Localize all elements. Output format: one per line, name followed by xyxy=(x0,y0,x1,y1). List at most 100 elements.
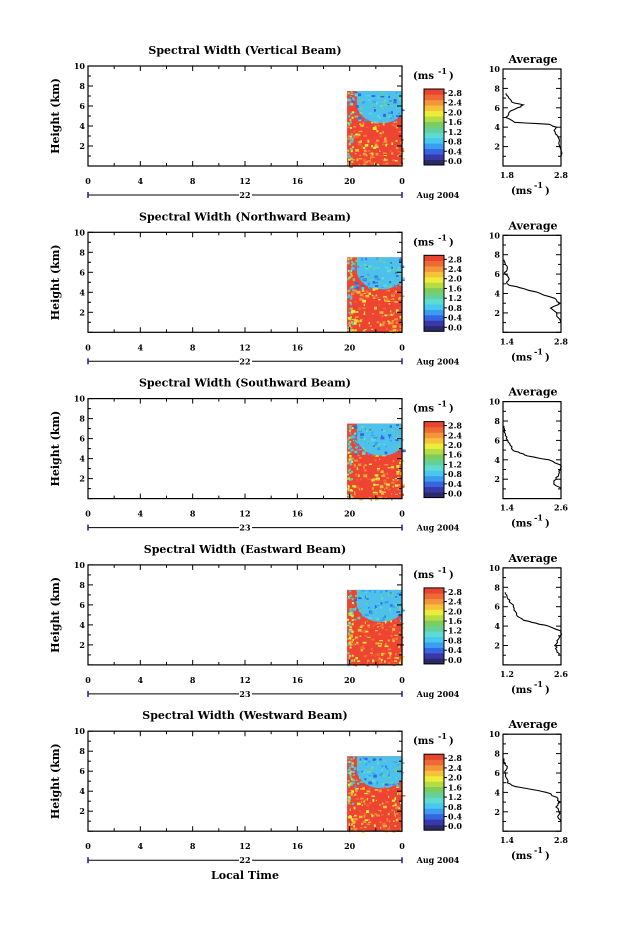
colorbar-tick-label: 1.2 xyxy=(448,626,462,636)
x-tick-label: 0 xyxy=(399,342,405,352)
average-y-tick-label: 2 xyxy=(494,474,500,484)
y-tick-label: 6 xyxy=(79,101,85,111)
colorbar-unit-paren: ) xyxy=(449,237,454,248)
y-axis-label: Height (km) xyxy=(49,743,62,819)
average-y-tick-label: 6 xyxy=(494,768,500,778)
y-tick-label: 4 xyxy=(79,620,85,630)
colorbar: 2.82.42.01.61.20.80.40.0 xyxy=(423,421,462,499)
average-x-tick-label: 1.2 xyxy=(500,669,514,679)
average-unit-exponent: -1 xyxy=(534,513,543,523)
month-year-label: Aug 2004 xyxy=(416,689,460,699)
colorbar-unit-label: (ms xyxy=(413,736,434,747)
colorbar-tick-label: 2.8 xyxy=(448,88,462,98)
colorbar-tick-label: 0.0 xyxy=(448,821,462,831)
x-tick-label: 4 xyxy=(138,675,144,685)
x-axis-label: Local Time xyxy=(211,869,279,882)
y-tick-label: 2 xyxy=(79,806,85,816)
chart-title: Spectral Width (Northward Beam) xyxy=(139,210,351,223)
average-unit-label: (ms xyxy=(511,186,532,197)
panel-2: Spectral Width (Northward Beam) 10 8 6 4 2 Hei… xyxy=(49,210,568,366)
x-tick-label: 0 xyxy=(399,509,405,519)
colorbar-tick-label: 2.4 xyxy=(448,98,462,108)
colorbar-tick-label: 2.8 xyxy=(448,254,462,264)
y-tick-label: 4 xyxy=(79,121,85,131)
average-y-tick-label: 6 xyxy=(494,103,500,113)
colorbar-tick-label: 0.4 xyxy=(448,313,462,323)
y-tick-label: 4 xyxy=(79,786,85,796)
colorbar-tick-label: 1.2 xyxy=(448,792,462,802)
y-tick-label: 10 xyxy=(74,227,86,237)
x-tick-label: 20 xyxy=(344,176,356,186)
average-y-tick-label: 4 xyxy=(494,122,500,132)
colorbar-tick-label: 1.6 xyxy=(448,283,462,293)
month-year-label: Aug 2004 xyxy=(416,523,460,533)
x-tick-label: 4 xyxy=(138,509,144,519)
colorbar-tick-label: 2.4 xyxy=(448,763,462,773)
y-tick-label: 2 xyxy=(79,474,85,484)
heatmap-image xyxy=(347,756,406,834)
colorbar-unit-exponent: -1 xyxy=(438,399,447,409)
colorbar-tick-label: 0.8 xyxy=(448,303,462,313)
average-y-tick-label: 8 xyxy=(494,83,500,93)
average-y-tick-label: 6 xyxy=(494,602,500,612)
colorbar-unit-paren: ) xyxy=(449,404,454,415)
day-label: 22 xyxy=(239,855,250,865)
colorbar-tick-label: 1.6 xyxy=(448,450,462,460)
y-axis-label: Height (km) xyxy=(49,411,62,487)
average-unit-paren: ) xyxy=(545,519,550,530)
colorbar-tick-label: 1.6 xyxy=(448,616,462,626)
colorbar-tick-label: 0.4 xyxy=(448,479,462,489)
x-tick-label: 8 xyxy=(190,675,196,685)
day-label: 23 xyxy=(239,523,251,533)
colorbar-tick-label: 1.2 xyxy=(448,459,462,469)
x-tick-label: 12 xyxy=(239,841,250,851)
x-tick-label: 4 xyxy=(138,342,144,352)
y-axis-label: Height (km) xyxy=(49,244,62,320)
heatmap-image xyxy=(347,423,406,502)
colorbar-unit-label: (ms xyxy=(413,570,434,581)
heatmap-image xyxy=(347,91,405,168)
y-tick-label: 10 xyxy=(74,394,86,404)
colorbar-tick-label: 0.0 xyxy=(448,156,462,166)
x-tick-label: 0 xyxy=(399,675,405,685)
average-unit-label: (ms xyxy=(511,851,532,862)
y-tick-label: 8 xyxy=(79,580,85,590)
colorbar-tick-label: 1.2 xyxy=(448,127,462,137)
x-tick-label: 0 xyxy=(85,675,91,685)
colorbar-tick-label: 2.8 xyxy=(448,421,462,431)
y-tick-label: 2 xyxy=(79,640,85,650)
colorbar-unit-exponent: -1 xyxy=(438,731,447,741)
x-tick-label: 20 xyxy=(344,841,356,851)
y-tick-label: 6 xyxy=(79,434,85,444)
average-profile-line xyxy=(503,425,562,490)
y-tick-label: 8 xyxy=(79,414,85,424)
month-year-label: Aug 2004 xyxy=(416,855,460,865)
x-tick-label: 16 xyxy=(292,841,304,851)
average-frame xyxy=(502,733,562,832)
average-y-tick-label: 2 xyxy=(494,641,500,651)
x-tick-label: 8 xyxy=(190,342,196,352)
colorbar-unit-exponent: -1 xyxy=(438,66,447,76)
x-tick-label: 0 xyxy=(85,342,91,352)
y-tick-label: 10 xyxy=(74,61,86,71)
average-x-tick-label: 1.8 xyxy=(500,170,514,180)
average-unit-exponent: -1 xyxy=(534,180,543,190)
colorbar-tick-label: 0.0 xyxy=(448,322,462,332)
average-y-tick-label: 10 xyxy=(489,563,501,573)
average-y-tick-label: 8 xyxy=(494,749,500,759)
colorbar-tick-label: 0.8 xyxy=(448,802,462,812)
average-frame xyxy=(502,567,562,666)
y-tick-label: 8 xyxy=(79,81,85,91)
colorbar-tick-label: 0.4 xyxy=(448,811,462,821)
colorbar-tick-label: 2.4 xyxy=(448,264,462,274)
chart-title: Spectral Width (Southward Beam) xyxy=(139,377,351,390)
average-title: Average xyxy=(507,219,557,232)
average-title: Average xyxy=(507,552,557,565)
x-tick-label: 4 xyxy=(138,841,144,851)
x-tick-label: 12 xyxy=(239,176,250,186)
colorbar-unit-label: (ms xyxy=(413,71,434,82)
y-tick-label: 2 xyxy=(79,141,85,151)
x-tick-label: 0 xyxy=(85,176,91,186)
colorbar-tick-label: 2.0 xyxy=(448,440,462,450)
